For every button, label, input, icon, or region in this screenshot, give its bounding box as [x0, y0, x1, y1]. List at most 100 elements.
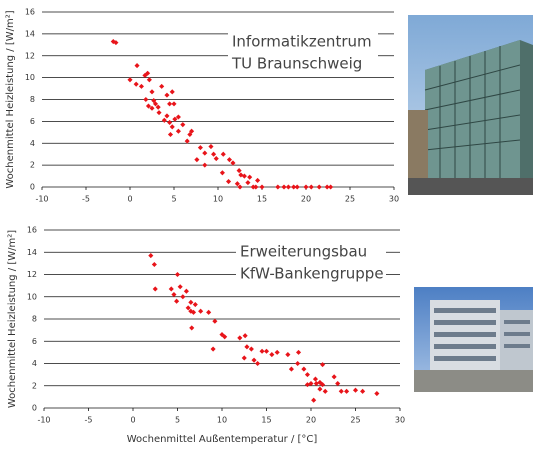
point: [171, 101, 176, 106]
point: [221, 152, 226, 157]
point: [242, 355, 247, 360]
point: [247, 175, 252, 180]
point: [323, 389, 328, 394]
annotation: Erweiterungsbau: [240, 243, 367, 261]
point: [198, 309, 203, 314]
point: [244, 344, 249, 349]
point: [152, 262, 157, 267]
annotation: KfW-Bankengruppe: [240, 265, 384, 283]
point: [202, 151, 207, 156]
point: [251, 184, 256, 189]
point: [286, 184, 291, 189]
point: [178, 284, 183, 289]
point: [255, 361, 260, 366]
point: [295, 184, 300, 189]
x-tick-label: -10: [35, 195, 48, 204]
point: [335, 381, 340, 386]
point: [311, 398, 316, 403]
y-tick-label: 14: [27, 248, 37, 257]
x-tick-label: 20: [301, 195, 311, 204]
point: [212, 319, 217, 324]
y-tick-label: 8: [30, 95, 35, 104]
x-tick-label: 20: [306, 416, 316, 425]
point: [275, 184, 280, 189]
point: [143, 97, 148, 102]
y-tick-label: 10: [25, 73, 35, 82]
point: [206, 310, 211, 315]
point: [170, 124, 175, 129]
point: [176, 129, 181, 134]
x-tick-label: 5: [171, 195, 176, 204]
point: [167, 101, 172, 106]
point: [295, 361, 300, 366]
point: [184, 289, 189, 294]
x-tick-label: -10: [37, 416, 50, 425]
point: [194, 157, 199, 162]
point: [303, 184, 308, 189]
x-tick-label: -5: [82, 195, 90, 204]
x-tick-label: 30: [395, 416, 405, 425]
point: [164, 93, 169, 98]
point: [167, 120, 172, 125]
point: [269, 352, 274, 357]
point: [301, 367, 306, 372]
point: [353, 388, 358, 393]
x-tick-label: 30: [389, 195, 399, 204]
point: [243, 333, 248, 338]
point: [309, 184, 314, 189]
y-tick-label: 0: [30, 183, 35, 192]
point: [134, 82, 139, 87]
point: [237, 335, 242, 340]
point: [220, 170, 225, 175]
point: [149, 89, 154, 94]
point: [127, 77, 132, 82]
point: [249, 346, 254, 351]
x-tick-label: 0: [130, 416, 135, 425]
point: [162, 118, 167, 123]
point: [317, 184, 322, 189]
y-tick-label: 6: [32, 337, 37, 346]
point: [188, 300, 193, 305]
point: [230, 160, 235, 165]
point: [332, 374, 337, 379]
point: [344, 389, 349, 394]
y-tick-label: 4: [32, 359, 37, 368]
annotation: TU Braunschweig: [231, 55, 362, 73]
y-tick-label: 0: [32, 404, 37, 413]
x-tick-label: 5: [175, 416, 180, 425]
point: [180, 122, 185, 127]
point: [275, 350, 280, 355]
point: [147, 77, 152, 82]
x-tick-label: 10: [217, 416, 227, 425]
point: [227, 157, 232, 162]
point: [174, 299, 179, 304]
y-tick-label: 4: [30, 139, 35, 148]
y-tick-label: 10: [27, 292, 37, 301]
x-tick-label: 15: [261, 416, 271, 425]
x-tick-label: 0: [127, 195, 132, 204]
point: [180, 294, 185, 299]
point: [226, 179, 231, 184]
point: [320, 362, 325, 367]
photo-informatikzentrum: [408, 15, 533, 195]
point: [360, 389, 365, 394]
point: [208, 144, 213, 149]
y-tick-label: 2: [30, 161, 35, 170]
x-tick-label: 25: [345, 195, 355, 204]
point: [202, 163, 207, 168]
y-tick-label: 6: [30, 117, 35, 126]
point: [251, 358, 256, 363]
point: [189, 325, 194, 330]
x-axis-label: Wochenmittel Außentemperatur / [°C]: [127, 434, 318, 445]
y-axis-label: Wochenmittel Heizleistung / [W/m²]: [5, 10, 16, 188]
point: [214, 156, 219, 161]
point: [139, 84, 144, 89]
x-tick-label: 15: [257, 195, 267, 204]
point: [153, 286, 158, 291]
point: [296, 350, 301, 355]
point: [168, 132, 173, 137]
point: [339, 389, 344, 394]
point: [211, 152, 216, 157]
y-tick-label: 14: [25, 29, 35, 38]
